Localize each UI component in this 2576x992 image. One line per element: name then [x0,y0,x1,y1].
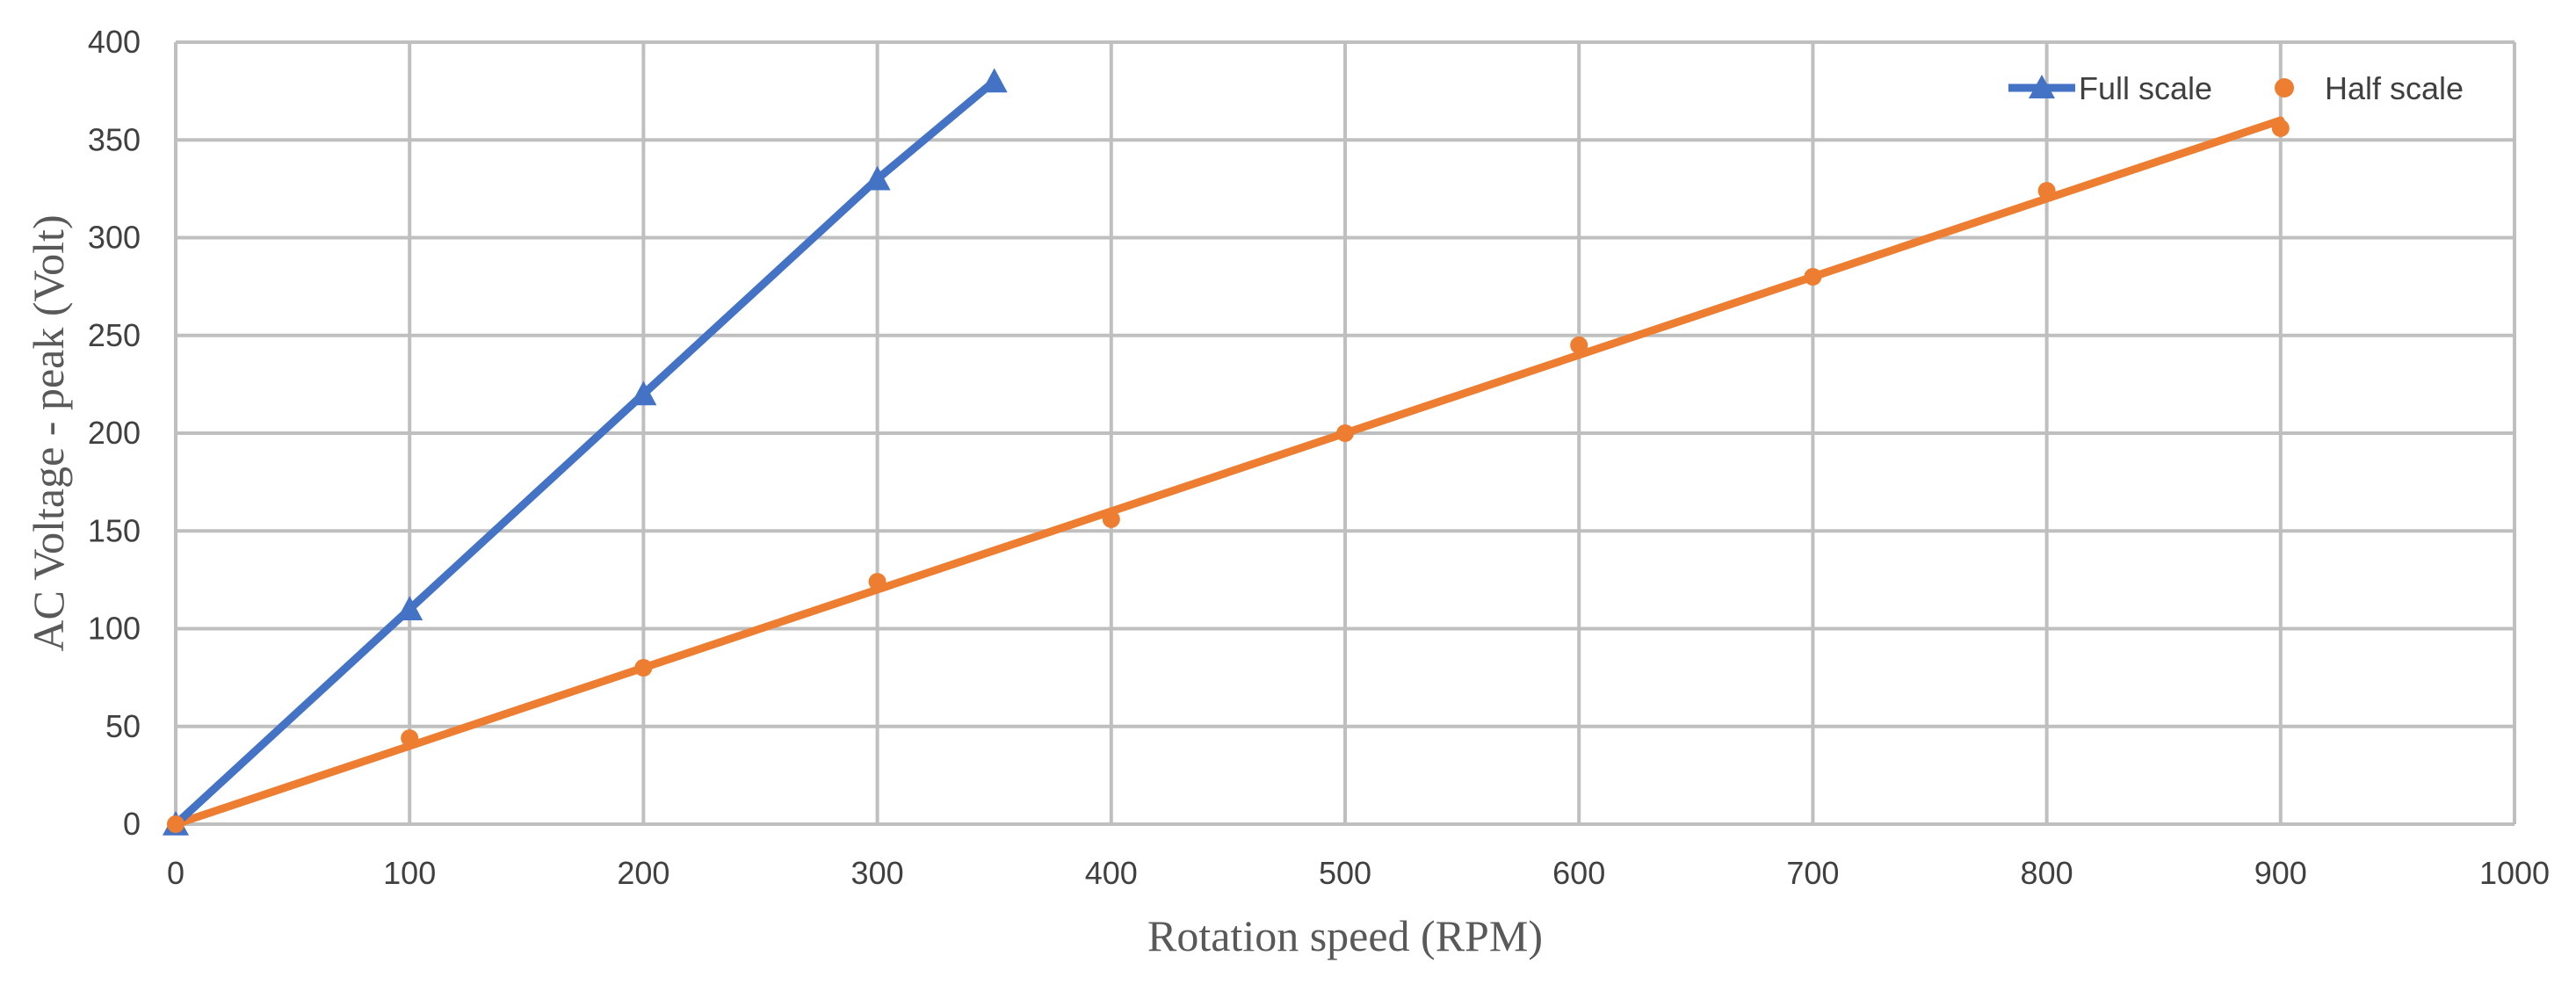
x-tick-label: 500 [1319,855,1371,891]
half-scale-point [2271,119,2290,137]
x-tick-label: 100 [383,855,436,891]
y-tick-label: 250 [88,317,141,353]
y-tick-label: 100 [88,611,141,647]
legend-label-half-scale: Half scale [2325,70,2464,106]
legend-marker-half-scale [2275,78,2294,98]
legend-marker-full-scale [2029,75,2055,98]
grid [174,40,2516,826]
y-tick-label: 400 [88,24,141,60]
x-axis-title: Rotation speed (RPM) [1147,911,1543,960]
half-scale-point [1102,510,1120,528]
y-tick-label: 300 [88,220,141,256]
tick-labels: 0 100 200 300 400 500 600 700 800 900 1000 0 50 100 15… [88,24,2550,891]
x-tick-label: 0 [167,855,185,891]
half-scale-point [1804,268,1822,286]
x-tick-label: 900 [2254,855,2307,891]
half-scale-point [1570,336,1588,354]
full-scale-line [171,77,999,829]
full-scale-point [980,68,1008,93]
half-scale-point [1336,424,1354,442]
x-tick-label: 600 [1552,855,1605,891]
y-axis-title: AC Voltage - peak (Volt) [24,214,73,651]
series-layer [163,68,2290,836]
y-tick-label: 200 [88,415,141,451]
half-scale-point [2037,182,2056,200]
full-scale-point [630,380,657,406]
full-scale-point [396,596,423,620]
full-scale-point [864,165,891,191]
y-tick-label: 350 [88,121,141,157]
legend-label-full-scale: Full scale [2079,70,2212,106]
legend: Full scale Half scale [2008,70,2464,106]
trendline-layer [171,116,2285,829]
x-tick-label: 200 [617,855,669,891]
x-tick-label: 1000 [2479,855,2550,891]
half-scale-point [868,573,886,591]
x-tick-label: 700 [1786,855,1839,891]
y-tick-label: 50 [105,708,141,744]
y-tick-label: 150 [88,512,141,548]
x-tick-label: 300 [851,855,904,891]
y-tick-label: 0 [123,806,141,842]
x-tick-label: 800 [2021,855,2073,891]
trendline [171,116,2285,829]
half-scale-point [401,729,419,748]
x-tick-label: 400 [1085,855,1138,891]
half-scale-point [634,659,653,677]
half-scale-point [167,815,185,833]
